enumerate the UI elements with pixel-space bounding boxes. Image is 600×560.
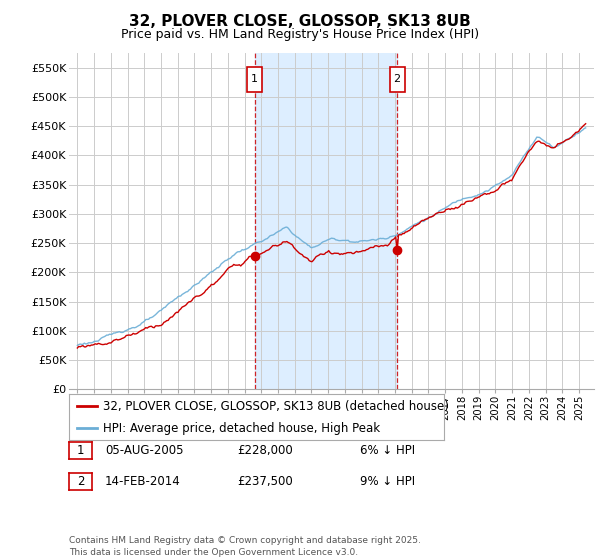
Text: 32, PLOVER CLOSE, GLOSSOP, SK13 8UB: 32, PLOVER CLOSE, GLOSSOP, SK13 8UB <box>129 14 471 29</box>
Text: 9% ↓ HPI: 9% ↓ HPI <box>360 475 415 488</box>
Text: 1: 1 <box>251 74 258 85</box>
Bar <box>254 53 397 389</box>
Text: 2: 2 <box>77 475 84 488</box>
Text: 14-FEB-2014: 14-FEB-2014 <box>105 475 181 488</box>
Text: HPI: Average price, detached house, High Peak: HPI: Average price, detached house, High… <box>103 422 380 435</box>
Text: £228,000: £228,000 <box>237 444 293 458</box>
Text: Price paid vs. HM Land Registry's House Price Index (HPI): Price paid vs. HM Land Registry's House … <box>121 28 479 41</box>
Text: Contains HM Land Registry data © Crown copyright and database right 2025.
This d: Contains HM Land Registry data © Crown c… <box>69 536 421 557</box>
Text: 2: 2 <box>394 74 401 85</box>
Text: 6% ↓ HPI: 6% ↓ HPI <box>360 444 415 458</box>
FancyBboxPatch shape <box>389 67 404 92</box>
Text: 1: 1 <box>77 444 84 458</box>
Text: 05-AUG-2005: 05-AUG-2005 <box>105 444 184 458</box>
Text: 32, PLOVER CLOSE, GLOSSOP, SK13 8UB (detached house): 32, PLOVER CLOSE, GLOSSOP, SK13 8UB (det… <box>103 400 449 413</box>
FancyBboxPatch shape <box>247 67 262 92</box>
Text: £237,500: £237,500 <box>237 475 293 488</box>
